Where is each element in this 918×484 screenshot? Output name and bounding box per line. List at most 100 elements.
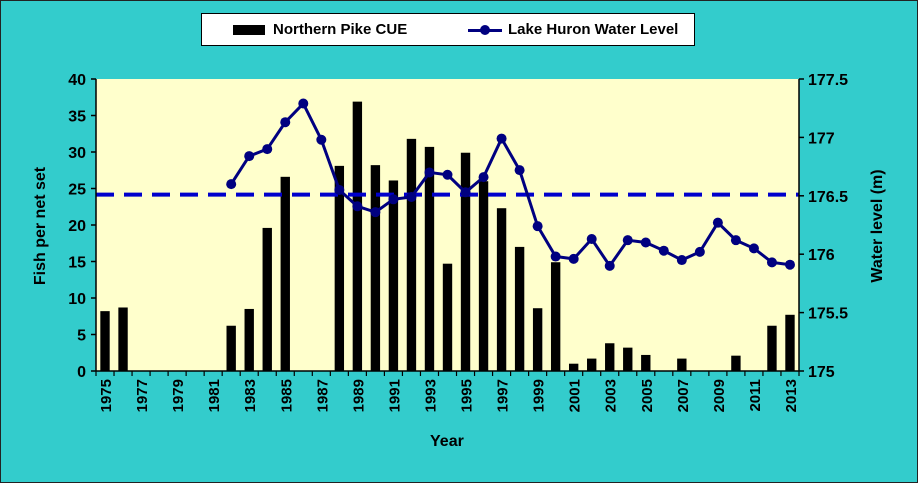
water-level-point	[496, 133, 507, 144]
bar	[262, 227, 272, 371]
bar	[352, 101, 363, 371]
y-tick-label: 5	[77, 328, 86, 345]
bar	[226, 325, 236, 371]
y2-tick-label: 177	[808, 130, 835, 147]
water-level-point	[694, 246, 705, 257]
x-tick-label: 1997	[495, 379, 512, 412]
water-level-point	[532, 221, 543, 232]
water-level-point	[280, 117, 291, 128]
water-level-point	[406, 191, 417, 202]
x-tick-label: 2013	[783, 379, 800, 412]
water-level-point	[334, 184, 345, 195]
bar	[460, 152, 471, 371]
bar	[118, 307, 128, 371]
water-level-point	[712, 217, 723, 228]
water-level-point	[766, 257, 777, 268]
y2-axis-title: Water level (m)	[869, 169, 886, 283]
water-level-point	[352, 201, 363, 212]
water-level-point	[586, 234, 597, 245]
water-level-point	[316, 134, 327, 145]
bar	[587, 358, 597, 371]
y2-tick-label: 176	[808, 247, 835, 264]
x-tick-label: 1987	[314, 379, 331, 412]
water-level-point	[424, 167, 435, 178]
y-axis-title: Fish per net set	[32, 166, 49, 286]
water-level-point	[640, 237, 651, 248]
water-level-point	[226, 179, 237, 190]
water-level-point	[262, 144, 273, 155]
x-tick-label: 2011	[747, 379, 764, 412]
x-tick-label: 2009	[711, 379, 728, 412]
y-tick-label: 35	[68, 109, 86, 126]
x-tick-label: 2003	[603, 379, 620, 412]
legend-label-water-level: Lake Huron Water Level	[508, 21, 679, 38]
bar	[532, 308, 543, 371]
y-tick-label: 30	[68, 145, 86, 162]
legend-label-pike-cue: Northern Pike CUE	[273, 21, 408, 38]
bar	[785, 314, 795, 371]
water-level-point	[298, 98, 309, 109]
bar	[496, 208, 507, 371]
water-level-point	[388, 194, 399, 205]
x-tick-label: 1991	[386, 379, 403, 412]
x-tick-label: 1983	[242, 379, 259, 412]
bar	[677, 358, 687, 371]
bar	[514, 246, 525, 371]
x-tick-label: 1981	[206, 379, 223, 412]
bar	[550, 262, 561, 371]
y2-tick-label: 176.5	[808, 189, 848, 206]
x-tick-label: 1993	[422, 379, 439, 412]
water-level-point	[622, 235, 633, 246]
water-level-point	[370, 207, 381, 218]
water-level-point	[244, 151, 255, 162]
water-level-point	[550, 251, 561, 262]
bar	[388, 180, 399, 371]
water-level-point	[676, 255, 687, 266]
x-tick-label: 2007	[675, 379, 692, 412]
legend-bar-swatch	[233, 25, 265, 35]
bar	[568, 363, 579, 371]
bar	[767, 325, 777, 371]
water-level-point	[604, 260, 615, 271]
y2-tick-label: 175	[808, 364, 835, 381]
y-tick-label: 20	[68, 218, 86, 235]
x-tick-label: 1999	[531, 379, 548, 412]
water-level-point	[568, 253, 579, 264]
water-level-point	[748, 243, 759, 254]
y-tick-label: 0	[77, 364, 86, 381]
water-level-point	[514, 165, 525, 176]
x-tick-label: 2001	[567, 379, 584, 412]
legend-line-marker	[480, 25, 490, 35]
water-level-point	[658, 245, 669, 256]
water-level-point	[730, 235, 741, 246]
bar	[100, 311, 110, 371]
y-tick-label: 15	[68, 255, 86, 272]
bar	[334, 165, 345, 371]
y-tick-label: 10	[68, 291, 86, 308]
bar	[406, 138, 417, 371]
x-tick-label: 1977	[134, 379, 151, 412]
bar	[731, 355, 741, 371]
bar	[605, 343, 615, 371]
water-level-point	[460, 187, 471, 198]
legend: Northern Pike CUE Lake Huron Water Level	[201, 13, 695, 46]
bar	[370, 165, 381, 371]
bar	[280, 176, 290, 371]
bar	[641, 354, 651, 371]
bar	[623, 347, 633, 371]
y-tick-label: 40	[68, 72, 86, 89]
x-tick-label: 1975	[98, 379, 115, 412]
x-tick-label: 2005	[639, 379, 656, 412]
x-axis-title: Year	[430, 433, 464, 450]
bar	[244, 308, 254, 371]
bar	[424, 146, 435, 371]
x-tick-label: 1979	[170, 379, 187, 412]
water-level-point	[442, 169, 453, 180]
bar	[478, 181, 489, 371]
water-level-point	[784, 259, 795, 270]
x-tick-label: 1995	[459, 379, 476, 412]
x-tick-label: 1985	[278, 379, 295, 412]
bar	[442, 263, 453, 371]
